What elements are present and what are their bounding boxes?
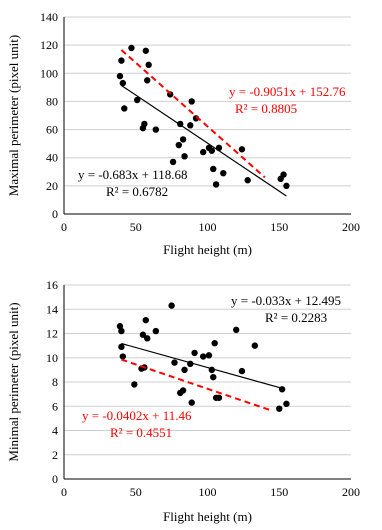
data-point (141, 120, 148, 128)
data-point (119, 79, 127, 87)
x-tick-label: 100 (199, 485, 217, 499)
data-point (144, 77, 151, 84)
data-point (283, 182, 290, 190)
data-point (211, 340, 218, 347)
x-tick-label: 200 (342, 485, 360, 499)
data-point (210, 165, 217, 173)
trendline-red-dashed (120, 49, 266, 179)
x-tick-label: 200 (342, 220, 360, 234)
data-point (133, 96, 141, 104)
data-point (276, 405, 283, 412)
data-point (118, 57, 125, 64)
y-axis-label: Minimal perimeter (pixel unit) (6, 302, 21, 461)
y-tick-label: 16 (46, 278, 58, 292)
y-axis-label: Maximal perimeter (pixel unit) (6, 35, 21, 196)
data-point (188, 399, 195, 406)
trendline-black-solid (121, 84, 287, 197)
y-tick-label: 60 (46, 123, 58, 137)
trendline-black-solid (121, 342, 283, 389)
data-point (152, 126, 160, 133)
trendline-r2: R² = 0.4551 (110, 425, 172, 440)
y-tick-label: 0 (52, 207, 58, 221)
x-tick-label: 50 (130, 220, 142, 234)
x-tick-label: 150 (270, 220, 288, 234)
data-point (116, 323, 124, 330)
y-tick-label: 8 (52, 375, 58, 389)
data-point (131, 381, 138, 388)
y-tick-label: 4 (52, 424, 58, 438)
data-point (142, 47, 149, 54)
data-point (128, 44, 135, 52)
data-point (181, 153, 188, 160)
data-point (283, 400, 290, 408)
trendline-equation: y = -0.9051x + 152.76 (229, 84, 346, 99)
x-tick-label: 0 (61, 220, 67, 234)
data-point (171, 359, 178, 366)
data-point (212, 181, 220, 188)
x-axis-label: Flight height (m) (163, 509, 252, 524)
data-point (175, 141, 182, 149)
data-point (244, 177, 251, 184)
trendline-equation: y = -0.683x + 118.68 (78, 167, 188, 182)
x-tick-label: 150 (270, 485, 288, 499)
x-tick-label: 0 (61, 485, 67, 499)
data-point (210, 373, 217, 381)
trendline-r2: R² = 0.8805 (235, 101, 297, 116)
y-tick-label: 12 (46, 327, 58, 341)
data-point (118, 327, 125, 335)
data-point (168, 302, 175, 309)
data-point (233, 326, 240, 334)
data-point (199, 148, 207, 156)
y-tick-label: 140 (40, 10, 58, 24)
data-point (118, 343, 125, 351)
y-tick-label: 6 (52, 399, 58, 413)
trendline-r2: R² = 0.6782 (106, 184, 168, 199)
data-point (119, 353, 127, 360)
data-point (179, 136, 187, 143)
y-tick-label: 100 (40, 66, 58, 80)
x-tick-label: 100 (199, 220, 217, 234)
chart-panel-1: 0 20 40 60 80 100 120 140 0 50 100 150 200 Flight hei… (6, 10, 360, 257)
data-point (142, 316, 149, 324)
data-point (152, 327, 160, 335)
y-tick-label: 0 (52, 472, 58, 486)
y-tick-label: 10 (46, 351, 58, 365)
y-tick-label: 14 (46, 302, 58, 316)
trendline-r2: R² = 0.2283 (265, 310, 327, 325)
x-axis-label: Flight height (m) (163, 242, 252, 257)
data-point (116, 72, 124, 80)
chart-panel-2: 0 2 4 6 8 10 12 14 16 0 50 100 150 200 Flight height (… (6, 278, 360, 524)
data-point (145, 61, 152, 69)
y-tick-label: 2 (52, 448, 58, 462)
x-tick-label: 50 (130, 485, 142, 499)
y-tick-label: 120 (40, 38, 58, 52)
data-point (144, 335, 151, 342)
data-point (278, 386, 286, 393)
data-point (121, 105, 128, 112)
y-tick-label: 20 (46, 179, 58, 193)
data-point (179, 387, 187, 394)
data-point (187, 122, 194, 129)
y-tick-label: 40 (46, 151, 58, 165)
data-point (169, 158, 177, 166)
data-point (181, 366, 188, 374)
data-point (238, 146, 246, 153)
data-point (280, 171, 287, 178)
data-point (251, 342, 259, 349)
data-point (208, 147, 216, 154)
trendline-equation: y = -0.0402x + 11.46 (82, 408, 192, 423)
y-tick-label: 80 (46, 94, 58, 108)
data-point (205, 352, 213, 359)
data-point (220, 169, 227, 177)
trendline-red-dashed (121, 358, 273, 412)
data-point (188, 98, 195, 105)
data-point (139, 331, 147, 338)
data-point (238, 367, 246, 375)
trendline-equation: y = -0.033x + 12.495 (231, 293, 341, 308)
data-point (191, 349, 198, 357)
data-point (199, 353, 207, 360)
data-point (215, 394, 223, 401)
